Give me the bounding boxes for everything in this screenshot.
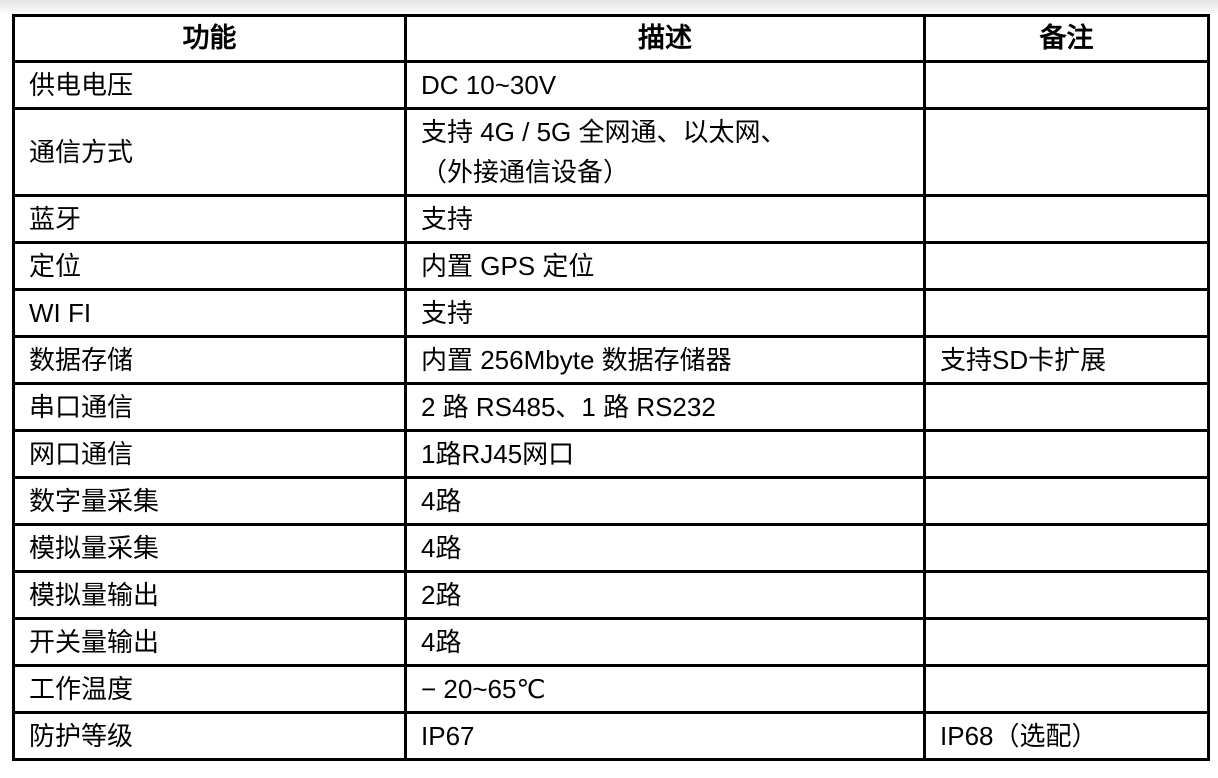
cell-description: 2 路 RS485、1 路 RS232 xyxy=(404,382,926,432)
cell-description: 4路 xyxy=(404,617,926,667)
table-row: 模拟量采集 4路 xyxy=(12,523,1210,573)
cell-description: IP67 xyxy=(404,711,926,761)
column-header-function: 功能 xyxy=(12,14,407,63)
cell-description: − 20~65℃ xyxy=(404,664,926,714)
page: 功能 描述 备注 供电电压 DC 10~30V 通信方式 支持 4G / 5G 全网通… xyxy=(0,0,1218,761)
cell-remark xyxy=(923,664,1210,714)
cell-function: 数字量采集 xyxy=(12,476,407,526)
cell-description: DC 10~30V xyxy=(404,60,926,110)
cell-function: 串口通信 xyxy=(12,382,407,432)
column-header-description: 描述 xyxy=(404,14,926,63)
header-row: 功能 描述 备注 xyxy=(12,14,1210,63)
cell-description: 支持 xyxy=(404,288,926,338)
spec-table: 功能 描述 备注 供电电压 DC 10~30V 通信方式 支持 4G / 5G 全网通… xyxy=(12,14,1210,761)
cell-remark xyxy=(923,570,1210,620)
cell-function: 防护等级 xyxy=(12,711,407,761)
cell-remark: IP68（选配） xyxy=(923,711,1210,761)
cell-function: 供电电压 xyxy=(12,60,407,110)
cell-remark xyxy=(923,523,1210,573)
table-row: 工作温度 − 20~65℃ xyxy=(12,664,1210,714)
cell-function: 定位 xyxy=(12,241,407,291)
cell-description: 支持 4G / 5G 全网通、以太网、 （外接通信设备） xyxy=(404,107,926,197)
top-gradient-band xyxy=(0,0,1218,13)
table-row: 蓝牙 支持 xyxy=(12,194,1210,244)
table-row: 通信方式 支持 4G / 5G 全网通、以太网、 （外接通信设备） xyxy=(12,107,1210,197)
cell-function: 通信方式 xyxy=(12,107,407,197)
cell-remark xyxy=(923,476,1210,526)
table-row: 网口通信 1路RJ45网口 xyxy=(12,429,1210,479)
cell-remark xyxy=(923,382,1210,432)
cell-description: 内置 256Mbyte 数据存储器 xyxy=(404,335,926,385)
table-row: WI FI 支持 xyxy=(12,288,1210,338)
cell-description: 支持 xyxy=(404,194,926,244)
cell-description: 内置 GPS 定位 xyxy=(404,241,926,291)
cell-remark: 支持SD卡扩展 xyxy=(923,335,1210,385)
table-row: 数据存储 内置 256Mbyte 数据存储器 支持SD卡扩展 xyxy=(12,335,1210,385)
table-row: 数字量采集 4路 xyxy=(12,476,1210,526)
cell-function: 工作温度 xyxy=(12,664,407,714)
cell-description: 2路 xyxy=(404,570,926,620)
table-row: 供电电压 DC 10~30V xyxy=(12,60,1210,110)
cell-function: WI FI xyxy=(12,288,407,338)
column-header-remark: 备注 xyxy=(923,14,1210,63)
table-row: 防护等级 IP67 IP68（选配） xyxy=(12,711,1210,761)
cell-description: 1路RJ45网口 xyxy=(404,429,926,479)
table-row: 串口通信 2 路 RS485、1 路 RS232 xyxy=(12,382,1210,432)
cell-function: 模拟量采集 xyxy=(12,523,407,573)
cell-remark xyxy=(923,107,1210,197)
cell-function: 蓝牙 xyxy=(12,194,407,244)
cell-description: 4路 xyxy=(404,523,926,573)
cell-remark xyxy=(923,429,1210,479)
cell-remark xyxy=(923,60,1210,110)
cell-remark xyxy=(923,241,1210,291)
cell-remark xyxy=(923,617,1210,667)
cell-function: 数据存储 xyxy=(12,335,407,385)
cell-function: 模拟量输出 xyxy=(12,570,407,620)
cell-remark xyxy=(923,288,1210,338)
table-row: 定位 内置 GPS 定位 xyxy=(12,241,1210,291)
cell-description: 4路 xyxy=(404,476,926,526)
cell-function: 网口通信 xyxy=(12,429,407,479)
cell-remark xyxy=(923,194,1210,244)
table-row: 开关量输出 4路 xyxy=(12,617,1210,667)
cell-function: 开关量输出 xyxy=(12,617,407,667)
table-row: 模拟量输出 2路 xyxy=(12,570,1210,620)
